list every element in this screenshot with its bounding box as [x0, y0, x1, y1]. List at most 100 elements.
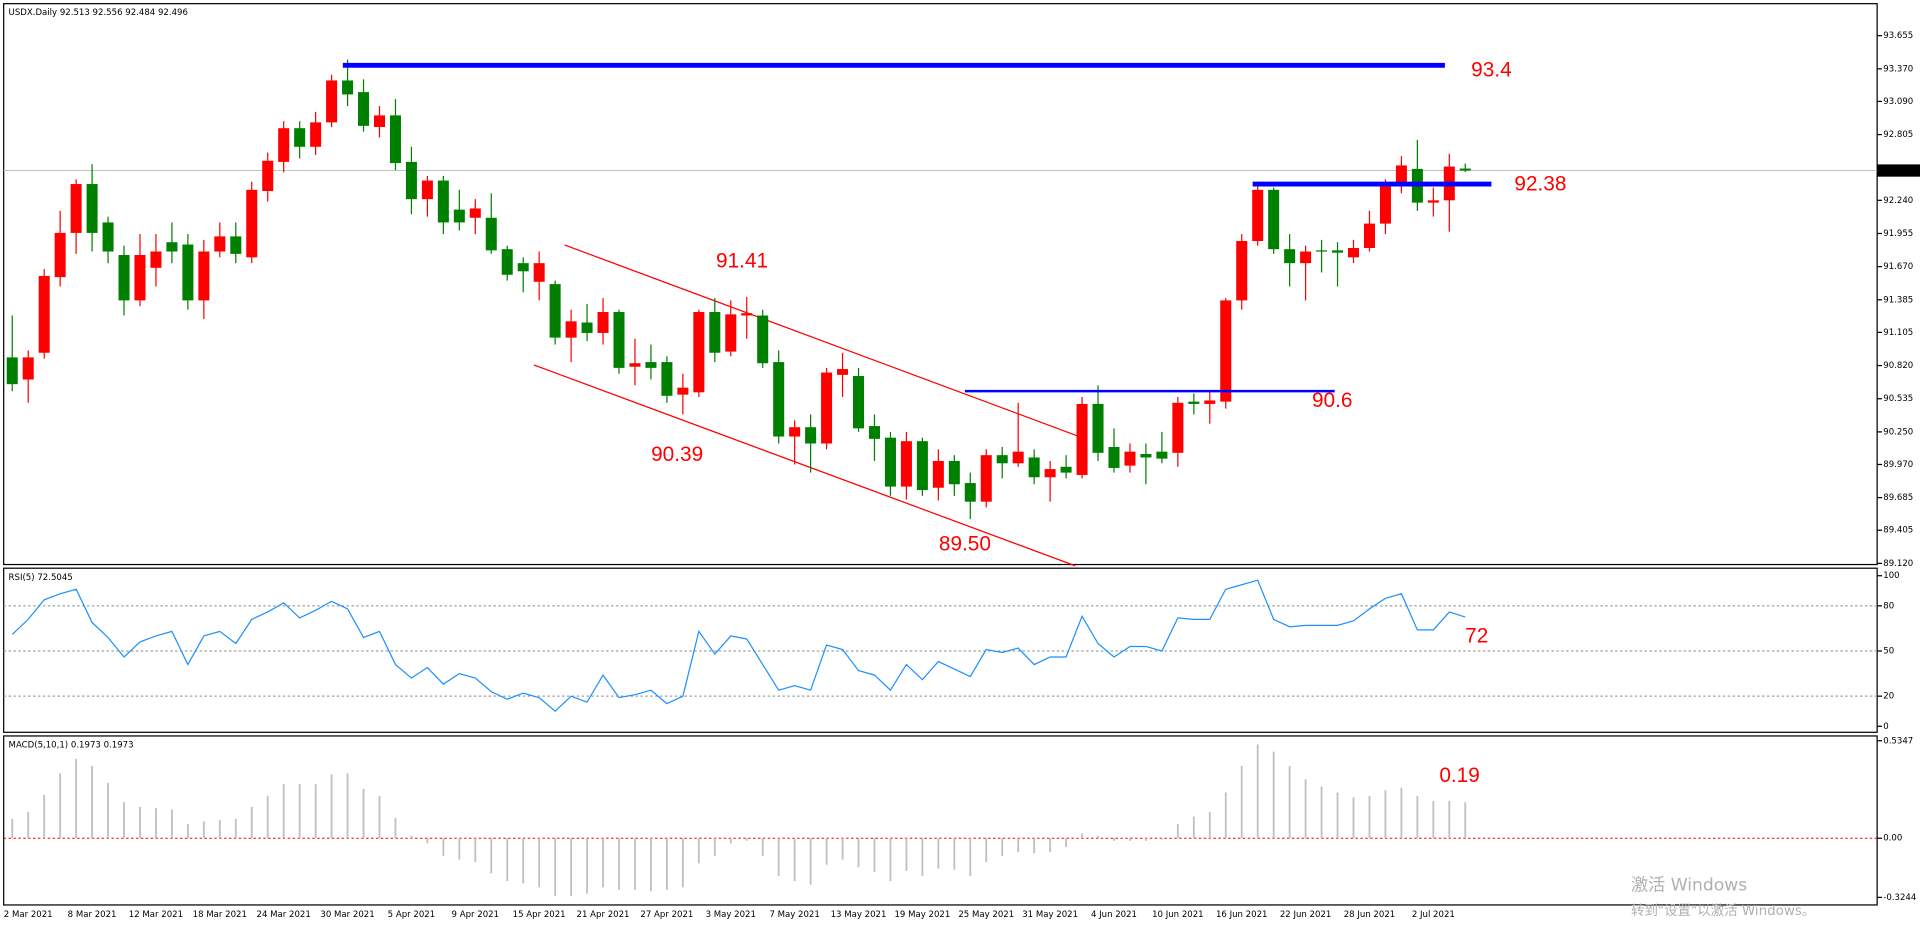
candle-body: [294, 128, 306, 147]
candle-body: [38, 275, 50, 353]
x-tick-label: 24 Mar 2021: [257, 910, 311, 920]
x-tick-label: 9 Apr 2021: [452, 910, 499, 920]
candle-body: [102, 222, 114, 252]
y-tick-label: 90.535: [1883, 394, 1913, 404]
candle-body: [310, 122, 322, 147]
channel-lower: [533, 364, 1076, 567]
rsi-title: RSI(5): [9, 572, 35, 582]
watermark: 转到"设置"以激活 Windows。: [1631, 903, 1815, 919]
candle-body: [868, 426, 880, 439]
macd-header: MACD(5,10,1) 0.1973 0.1973: [9, 740, 134, 750]
candle-body: [182, 244, 194, 301]
candle-body: [565, 321, 577, 338]
main-frame: [3, 3, 1878, 566]
candle-body: [421, 180, 433, 200]
candle-body: [773, 362, 785, 437]
candle-body: [22, 357, 34, 380]
candle-body: [1347, 248, 1360, 258]
candle-body: [150, 251, 162, 268]
open: 92.513: [60, 8, 90, 18]
candle-body: [1220, 300, 1232, 402]
x-tick-label: 21 Apr 2021: [577, 910, 630, 920]
y-tick-label: 0: [1883, 722, 1888, 732]
rsi-value: 72.5045: [37, 572, 72, 582]
candle-body: [677, 387, 689, 395]
x-tick-label: 7 May 2021: [769, 910, 819, 920]
candle-body: [789, 427, 801, 437]
y-tick-label: 92.805: [1883, 130, 1913, 140]
x-tick-label: 25 May 2021: [958, 910, 1014, 920]
x-tick-label: 28 Jun 2021: [1344, 910, 1396, 920]
y-tick-label: 80: [1883, 601, 1894, 611]
candle-body: [1172, 402, 1184, 453]
candle-body: [1076, 403, 1088, 475]
candle-body: [389, 115, 401, 164]
candle-body: [629, 363, 641, 367]
x-tick-label: 3 May 2021: [706, 910, 756, 920]
candle-body: [1268, 189, 1280, 250]
y-tick-label: 100: [1883, 571, 1899, 581]
y-tick-label: 50: [1883, 646, 1894, 656]
y-tick-label: -0.3244: [1883, 893, 1916, 903]
annotation: 72: [1465, 624, 1488, 647]
candle-body: [1092, 403, 1104, 453]
candle-body: [246, 189, 258, 258]
y-tick-label: 89.685: [1883, 493, 1913, 503]
candle-body: [326, 80, 338, 123]
x-tick-label: 12 Mar 2021: [129, 910, 183, 920]
candle-body: [1300, 251, 1312, 264]
x-tick-label: 19 May 2021: [894, 910, 950, 920]
candle-body: [1044, 469, 1056, 478]
y-tick-label: 93.655: [1883, 31, 1913, 41]
candle-body: [1427, 200, 1439, 203]
candle-body: [709, 312, 721, 353]
candle-body: [1204, 400, 1216, 404]
x-tick-label: 2 Mar 2021: [4, 910, 53, 920]
rsi-line: [11, 579, 1466, 713]
candle-body: [1395, 165, 1407, 185]
candle-body: [1028, 457, 1040, 478]
candle-body: [230, 236, 242, 254]
x-tick-label: 4 Jun 2021: [1091, 910, 1137, 920]
candle-body: [613, 312, 625, 368]
y-tick-label: 91.385: [1883, 295, 1913, 305]
candle-body: [853, 376, 865, 429]
candle-body: [597, 312, 609, 333]
x-tick-label: 5 Apr 2021: [388, 910, 435, 920]
x-tick-label: 18 Mar 2021: [193, 910, 247, 920]
y-tick-label: 89.120: [1883, 559, 1913, 569]
candle-body: [342, 80, 354, 95]
y-tick-label: 91.670: [1883, 262, 1913, 272]
level-label: 90.6: [1312, 389, 1352, 412]
candle-body: [916, 441, 928, 491]
candle-body: [373, 115, 386, 128]
x-tick-label: 16 Jun 2021: [1216, 910, 1268, 920]
watermark: 激活 Windows: [1631, 875, 1747, 895]
y-tick-label: 91.105: [1883, 328, 1913, 338]
candle-body: [134, 255, 146, 301]
level-label: 93.4: [1471, 59, 1511, 82]
candle-body: [166, 242, 178, 252]
macd-value: 0.1973: [71, 740, 101, 750]
candle-body: [549, 284, 561, 338]
candle-body: [996, 455, 1008, 464]
candle-body: [533, 263, 545, 282]
candle-body: [86, 184, 98, 233]
y-tick-label: 20: [1883, 692, 1894, 702]
candle-body: [198, 251, 210, 301]
candle-body: [1012, 451, 1024, 464]
candle-body: [757, 315, 769, 364]
candle-body: [900, 441, 912, 487]
y-tick-label: 90.820: [1883, 361, 1913, 371]
y-tick-label: 91.955: [1883, 229, 1913, 239]
candle-body: [980, 455, 992, 502]
candle-body: [453, 209, 465, 223]
close: 92.496: [158, 8, 188, 18]
x-tick-label: 10 Jun 2021: [1152, 910, 1204, 920]
x-tick-label: 2 Jul 2021: [1412, 910, 1455, 920]
candle-body: [1156, 451, 1168, 459]
macd-title: MACD(5,10,1): [9, 740, 69, 750]
candle-body: [1236, 241, 1248, 301]
candle-body: [6, 357, 18, 385]
